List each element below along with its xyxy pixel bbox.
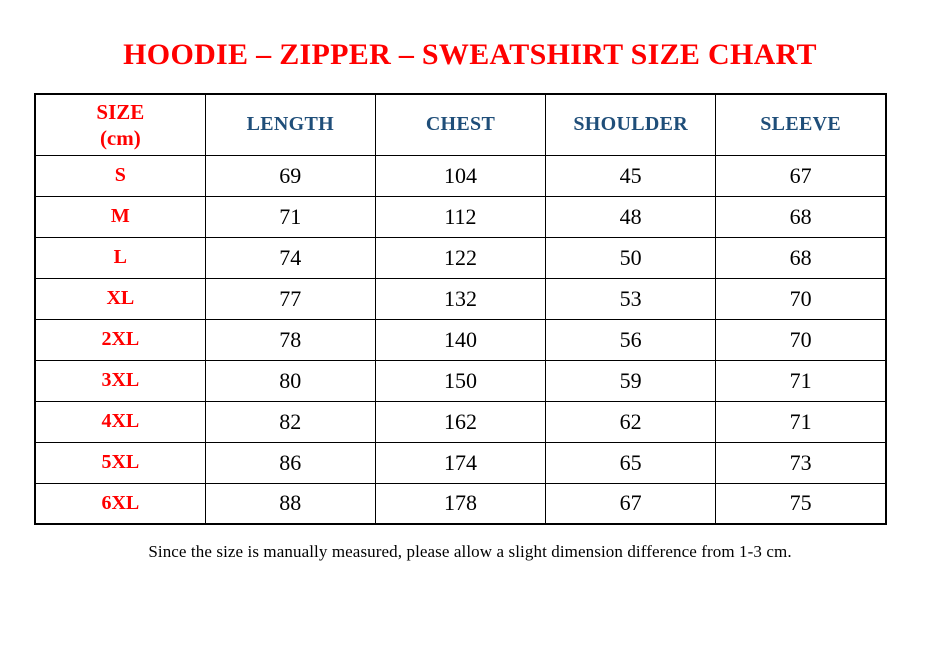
size-label: XL bbox=[34, 277, 206, 320]
table-row: XL 77 132 53 70 bbox=[34, 277, 887, 320]
shoulder-value: 67 bbox=[545, 482, 717, 525]
shoulder-value: 56 bbox=[545, 318, 717, 361]
table-row: 5XL 86 174 65 73 bbox=[34, 441, 887, 484]
table-row: 6XL 88 178 67 75 bbox=[34, 482, 887, 525]
chest-value: 150 bbox=[374, 359, 547, 402]
table-header-row: SIZE (cm) LENGTH CHEST SHOULDER SLEEVE bbox=[34, 93, 887, 156]
length-value: 78 bbox=[204, 318, 376, 361]
size-label: L bbox=[34, 236, 206, 279]
chest-value: 178 bbox=[374, 482, 547, 525]
chest-value: 140 bbox=[374, 318, 547, 361]
length-value: 77 bbox=[204, 277, 376, 320]
size-label: S bbox=[34, 154, 206, 197]
size-column-header-line2: (cm) bbox=[99, 125, 141, 150]
table-row: 4XL 82 162 62 71 bbox=[34, 400, 887, 443]
sleeve-value: 68 bbox=[715, 236, 887, 279]
chest-value: 122 bbox=[374, 236, 547, 279]
size-chart-table: SIZE (cm) LENGTH CHEST SHOULDER SLEEVE S… bbox=[34, 93, 887, 525]
column-header-sleeve: SLEEVE bbox=[715, 93, 887, 156]
table-row: L 74 122 50 68 bbox=[34, 236, 887, 279]
page-title: HOODIE – ZIPPER – SWEATSHIRT SIZE CHART bbox=[123, 38, 817, 71]
chest-value: 132 bbox=[374, 277, 547, 320]
length-value: 80 bbox=[204, 359, 376, 402]
stray-dot: . bbox=[477, 40, 481, 55]
size-label: 6XL bbox=[34, 482, 206, 525]
sleeve-value: 71 bbox=[715, 400, 887, 443]
sleeve-value: 70 bbox=[715, 277, 887, 320]
size-label: 3XL bbox=[34, 359, 206, 402]
length-value: 71 bbox=[204, 195, 376, 238]
size-label: M bbox=[34, 195, 206, 238]
shoulder-value: 50 bbox=[545, 236, 717, 279]
length-value: 82 bbox=[204, 400, 376, 443]
size-column-header: SIZE (cm) bbox=[34, 93, 206, 156]
sleeve-value: 73 bbox=[715, 441, 887, 484]
column-header-shoulder: SHOULDER bbox=[545, 93, 717, 156]
column-header-length: LENGTH bbox=[204, 93, 376, 156]
size-label: 4XL bbox=[34, 400, 206, 443]
chest-value: 104 bbox=[374, 154, 547, 197]
shoulder-value: 59 bbox=[545, 359, 717, 402]
size-column-header-line1: SIZE bbox=[96, 99, 145, 124]
length-value: 74 bbox=[204, 236, 376, 279]
shoulder-value: 45 bbox=[545, 154, 717, 197]
sleeve-value: 70 bbox=[715, 318, 887, 361]
sleeve-value: 68 bbox=[715, 195, 887, 238]
table-row: 2XL 78 140 56 70 bbox=[34, 318, 887, 361]
shoulder-value: 62 bbox=[545, 400, 717, 443]
table-row: M 71 112 48 68 bbox=[34, 195, 887, 238]
sleeve-value: 71 bbox=[715, 359, 887, 402]
length-value: 69 bbox=[204, 154, 376, 197]
column-header-chest: CHEST bbox=[374, 93, 547, 156]
shoulder-value: 48 bbox=[545, 195, 717, 238]
sleeve-value: 75 bbox=[715, 482, 887, 525]
measurement-disclaimer: Since the size is manually measured, ple… bbox=[148, 542, 792, 561]
size-label: 2XL bbox=[34, 318, 206, 361]
table-row: S 69 104 45 67 bbox=[34, 154, 887, 197]
chest-value: 162 bbox=[374, 400, 547, 443]
chest-value: 174 bbox=[374, 441, 547, 484]
sleeve-value: 67 bbox=[715, 154, 887, 197]
length-value: 88 bbox=[204, 482, 376, 525]
shoulder-value: 53 bbox=[545, 277, 717, 320]
chest-value: 112 bbox=[374, 195, 547, 238]
length-value: 86 bbox=[204, 441, 376, 484]
table-row: 3XL 80 150 59 71 bbox=[34, 359, 887, 402]
shoulder-value: 65 bbox=[545, 441, 717, 484]
size-label: 5XL bbox=[34, 441, 206, 484]
